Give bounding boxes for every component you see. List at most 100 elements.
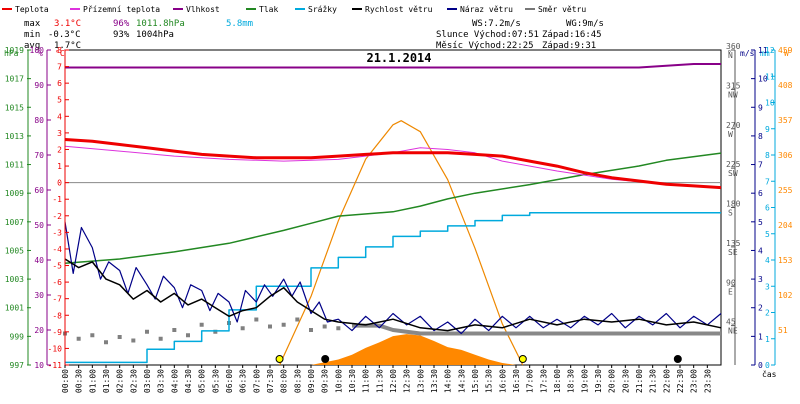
wind-dir-point (213, 329, 218, 334)
mm-label: 8 (765, 151, 770, 160)
time-label: 05:00 (198, 369, 207, 393)
pct-label: 70 (34, 151, 44, 160)
pct-label: 20 (34, 326, 44, 335)
time-label: 08:30 (293, 369, 302, 393)
time-label: 14:30 (457, 369, 466, 393)
unit-ms: m/s (740, 49, 755, 58)
time-label: 13:00 (416, 369, 425, 393)
time-label: 19:00 (580, 369, 589, 393)
ms-label: 8 (758, 132, 763, 141)
stat-avg-label: avg (24, 41, 40, 51)
hpa-label: 997 (10, 361, 25, 370)
dir-name-label: N (728, 51, 733, 60)
unit-mm: mm (760, 49, 770, 58)
time-label: 23:30 (703, 369, 712, 393)
dir-deg-label: 270 (726, 121, 741, 130)
legend-label: Náraz větru (460, 5, 513, 14)
wind-dir-point (240, 326, 245, 331)
wind-dir-point (172, 328, 177, 332)
stat-min-label: min (24, 30, 40, 40)
pct-label: 90 (34, 81, 44, 90)
c-label: -9 (52, 328, 62, 337)
c-label: 5 (57, 96, 62, 105)
time-label: 09:30 (321, 369, 330, 393)
pressure-line (64, 152, 722, 265)
unit-c: °C (55, 49, 65, 58)
pct-label: 10 (34, 361, 44, 370)
stat-max-hum: 96% (113, 19, 130, 29)
solar-radiation-area (311, 334, 516, 365)
wind-dir-point (295, 317, 300, 322)
hpa-label: 1015 (5, 103, 24, 112)
unit-pct: % (38, 49, 43, 58)
unit-w: W (784, 49, 789, 58)
time-label: 08:00 (280, 369, 289, 393)
time-label: 17:30 (539, 369, 548, 393)
c-label: -4 (52, 245, 62, 254)
time-label: 20:30 (621, 369, 630, 393)
c-label: -10 (48, 344, 63, 353)
wind-dir-point (90, 333, 95, 338)
solar-label: 204 (778, 221, 793, 230)
time-label: 18:00 (553, 369, 562, 393)
dir-name-label: NW (728, 90, 738, 99)
info-wg: WG:9m/s (566, 19, 604, 29)
time-label: 07:00 (252, 369, 261, 393)
c-label: 1 (57, 162, 62, 171)
c-label: 2 (57, 145, 62, 154)
dir-name-label: SE (728, 248, 738, 257)
pct-label: 40 (34, 256, 44, 265)
solar-label: 306 (778, 151, 793, 160)
time-label: 01:00 (88, 369, 97, 393)
info-moon-set: Západ:9:31 (542, 41, 596, 51)
time-label: 02:30 (129, 369, 138, 393)
dir-name-label: W (728, 130, 733, 139)
time-label: 10:30 (348, 369, 357, 393)
legend-label: Směr větru (538, 5, 586, 14)
mm-label: 12 (765, 46, 775, 55)
time-label: 01:30 (102, 369, 111, 393)
plot-area (63, 49, 722, 366)
pct-label: 100 (30, 46, 45, 55)
time-label: 11:30 (375, 369, 384, 393)
time-label: 03:30 (157, 369, 166, 393)
hpa-label: 1007 (5, 218, 24, 227)
time-label: 21:00 (635, 369, 644, 393)
wind-dir-point (322, 324, 327, 329)
c-label: -6 (52, 278, 62, 287)
hpa-label: 1003 (5, 275, 24, 284)
sun-arc-line (279, 120, 524, 366)
time-label: 21:30 (649, 369, 658, 393)
c-label: -8 (52, 311, 62, 320)
hpa-label: 1017 (5, 75, 24, 84)
wind-dir-point (117, 335, 122, 339)
ms-label: 10 (758, 75, 768, 84)
solar-label: 153 (778, 256, 793, 265)
time-label: 10:00 (334, 369, 343, 393)
ms-label: 7 (758, 161, 763, 170)
hpa-label: 1005 (5, 246, 24, 255)
time-label: 00:30 (75, 369, 84, 393)
stat-max-temp: 3.1°C (54, 19, 81, 29)
time-label: 15:30 (485, 369, 494, 393)
time-label: 04:00 (170, 369, 179, 393)
unit-hpa: hPa (4, 49, 19, 58)
astro-info: WS:7.2m/s WG:9m/s Slunce Východ:07:51 Zá… (436, 19, 604, 51)
pct-label: 30 (34, 291, 44, 300)
dir-deg-label: 90 (726, 278, 736, 287)
wind-dir-point (281, 322, 286, 327)
temperature-line (64, 138, 722, 190)
solar-label: 255 (778, 186, 793, 195)
moonrise-marker (673, 355, 682, 363)
dir-deg-label: 225 (726, 160, 741, 169)
time-label: 05:30 (211, 369, 220, 393)
dir-deg-label: 360 (726, 42, 741, 51)
time-label: 14:00 (444, 369, 453, 393)
time-label: 06:30 (239, 369, 248, 393)
dir-deg-label: 180 (726, 200, 741, 209)
mm-label: 1 (765, 335, 770, 344)
info-ws: WS:7.2m/s (472, 19, 521, 29)
ms-label: 0 (758, 361, 763, 370)
